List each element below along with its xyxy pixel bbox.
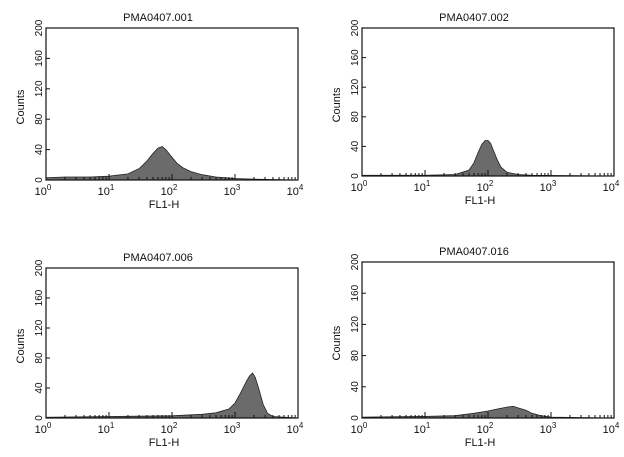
x-axis-label: FL1-H [149, 437, 180, 449]
y-tick-label: 0 [350, 173, 361, 179]
y-axis-label: Counts [15, 89, 27, 124]
x-tick-label: 100 [35, 183, 52, 198]
y-tick-label: 0 [34, 177, 45, 183]
y-tick-label: 80 [34, 113, 45, 125]
y-tick-label: 200 [34, 19, 45, 36]
x-tick-label: 102 [161, 421, 178, 436]
y-tick-label: 120 [350, 316, 361, 333]
y-tick-label: 80 [34, 352, 45, 364]
y-tick-label: 160 [350, 49, 361, 66]
histogram-area [46, 373, 298, 418]
histogram-panel-4: PMA0407.016 0 40 80 120 160 200 Counts 100 101 102… [331, 246, 620, 449]
y-tick-label: 160 [34, 289, 45, 306]
x-tick-label: 103 [540, 421, 557, 436]
y-tick-label: 160 [34, 50, 45, 67]
histogram-panel-3: PMA0407.006 0 40 80 120 160 200 Counts 100 101 102… [15, 252, 304, 449]
chart-title: PMA0407.002 [439, 12, 509, 24]
y-tick-label: 40 [34, 382, 45, 394]
x-tick-label: 102 [161, 183, 178, 198]
x-tick-label: 101 [414, 421, 431, 436]
chart-title: PMA0407.006 [123, 252, 193, 264]
plot-frame [362, 262, 614, 418]
y-tick-label: 0 [34, 415, 45, 421]
chart-title: PMA0407.016 [439, 246, 509, 258]
y-tick-label: 160 [350, 284, 361, 301]
x-tick-label: 103 [224, 183, 241, 198]
x-tick-label: 104 [287, 421, 304, 436]
x-tick-label: 101 [98, 421, 115, 436]
x-tick-label: 100 [351, 421, 368, 436]
x-axis-label: FL1-H [465, 437, 496, 449]
y-tick-label: 40 [34, 144, 45, 156]
x-tick-label: 101 [414, 179, 431, 194]
y-tick-label: 200 [350, 253, 361, 270]
y-tick-label: 120 [34, 80, 45, 97]
histogram-panel-2: PMA0407.002 0 40 80 120 160 200 Counts 100 101 102… [331, 12, 620, 207]
y-tick-label: 40 [350, 381, 361, 393]
y-tick-label: 200 [34, 259, 45, 276]
x-tick-label: 104 [603, 179, 620, 194]
y-tick-label: 80 [350, 350, 361, 362]
x-axis-label: FL1-H [149, 199, 180, 211]
x-tick-label: 101 [98, 183, 115, 198]
y-tick-label: 120 [34, 319, 45, 336]
y-tick-label: 80 [350, 111, 361, 123]
chart-title: PMA0407.001 [123, 12, 193, 24]
x-tick-label: 102 [477, 179, 494, 194]
x-tick-label: 102 [477, 421, 494, 436]
y-axis-label: Counts [15, 328, 27, 363]
x-tick-label: 100 [351, 179, 368, 194]
y-axis-label: Counts [331, 87, 343, 122]
x-tick-label: 103 [540, 179, 557, 194]
y-tick-label: 40 [350, 140, 361, 152]
y-tick-label: 200 [350, 19, 361, 36]
x-tick-label: 103 [224, 421, 241, 436]
y-tick-label: 120 [350, 78, 361, 95]
x-tick-label: 104 [287, 183, 304, 198]
y-axis-label: Counts [331, 325, 343, 360]
histogram-panel-1: PMA0407.001 0 40 80 120 160 200 Counts 100 101 102… [15, 12, 304, 211]
x-tick-label: 104 [603, 421, 620, 436]
x-axis-label: FL1-H [465, 195, 496, 207]
y-tick-label: 0 [350, 415, 361, 421]
x-tick-label: 100 [35, 421, 52, 436]
